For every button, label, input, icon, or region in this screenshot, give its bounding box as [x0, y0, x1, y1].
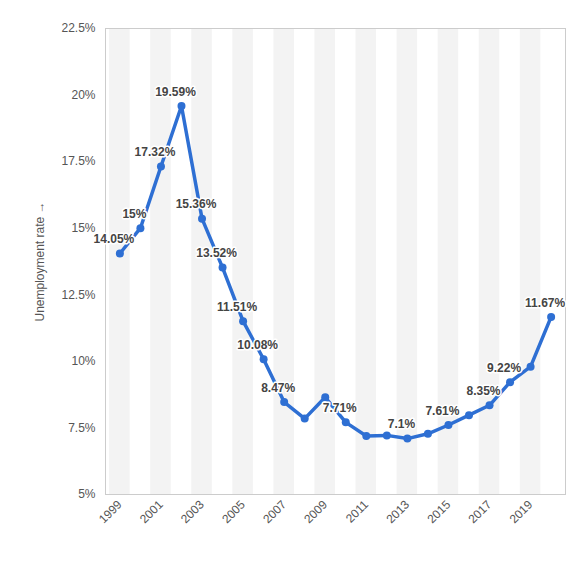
svg-text:2011: 2011: [343, 497, 371, 525]
svg-text:2015: 2015: [425, 497, 454, 526]
svg-text:Unemployment rate →: Unemployment rate →: [33, 201, 47, 321]
svg-text:9.22%: 9.22%: [487, 361, 521, 375]
svg-text:7.5%: 7.5%: [68, 421, 96, 435]
svg-text:2013: 2013: [383, 497, 412, 526]
svg-text:11.67%: 11.67%: [525, 296, 565, 310]
svg-text:8.35%: 8.35%: [467, 384, 501, 398]
svg-text:7.1%: 7.1%: [388, 417, 416, 431]
svg-text:22.5%: 22.5%: [61, 21, 95, 35]
svg-text:17.5%: 17.5%: [61, 154, 95, 168]
svg-text:7.71%: 7.71%: [323, 401, 357, 415]
svg-text:1999: 1999: [96, 497, 125, 526]
svg-text:11.51%: 11.51%: [217, 300, 257, 314]
svg-text:10.08%: 10.08%: [237, 338, 278, 352]
svg-text:2001: 2001: [137, 497, 166, 526]
svg-text:12.5%: 12.5%: [61, 288, 95, 302]
svg-text:13.52%: 13.52%: [196, 246, 237, 260]
svg-text:20%: 20%: [71, 88, 95, 102]
svg-text:17.32%: 17.32%: [135, 145, 176, 159]
svg-text:2017: 2017: [466, 497, 495, 526]
svg-text:19.59%: 19.59%: [155, 85, 196, 99]
svg-text:7.61%: 7.61%: [425, 404, 459, 418]
svg-text:10%: 10%: [71, 354, 95, 368]
svg-text:2009: 2009: [301, 497, 330, 526]
svg-text:2005: 2005: [219, 497, 248, 526]
svg-text:15%: 15%: [122, 207, 146, 221]
svg-text:15%: 15%: [71, 221, 95, 235]
svg-text:2019: 2019: [507, 497, 536, 526]
svg-text:8.47%: 8.47%: [261, 381, 295, 395]
svg-text:14.05%: 14.05%: [94, 232, 135, 246]
svg-text:2007: 2007: [260, 497, 289, 526]
svg-text:2003: 2003: [178, 497, 207, 526]
svg-text:5%: 5%: [78, 487, 96, 501]
svg-text:15.36%: 15.36%: [176, 197, 217, 211]
